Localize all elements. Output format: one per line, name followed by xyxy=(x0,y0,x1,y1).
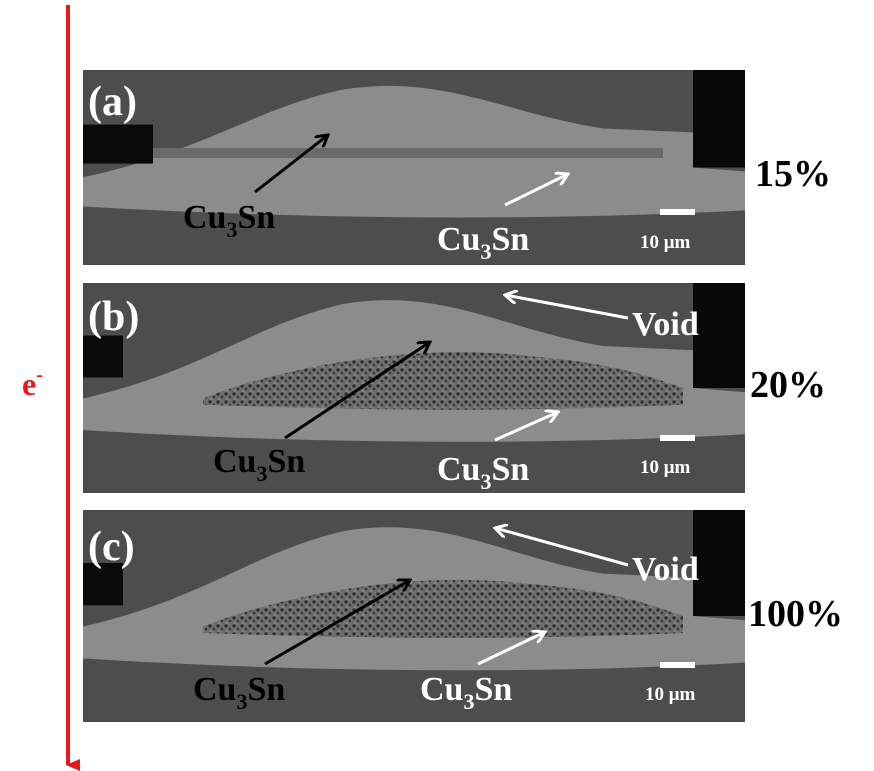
phase-base: Cu xyxy=(183,199,226,236)
void-label: Void xyxy=(632,551,699,588)
phase-rest: Sn xyxy=(491,221,529,258)
phase-sub: 3 xyxy=(256,461,267,486)
black-corner xyxy=(693,510,745,616)
void-label: Void xyxy=(632,306,699,343)
phase-base: Cu xyxy=(437,451,480,488)
phase-sub: 3 xyxy=(236,689,247,714)
phase-rest: Sn xyxy=(267,443,305,480)
phase-rest: Sn xyxy=(474,671,512,708)
electron-label: e- xyxy=(22,364,43,402)
black-corner xyxy=(693,70,745,168)
figure: e- (a)15%Cu3SnCu3Sn10 μm(b)20%Cu3SnCu3Sn… xyxy=(0,0,874,771)
scale-bar xyxy=(660,209,695,215)
phase-sub: 3 xyxy=(463,689,474,714)
scale-bar-label: 10 μm xyxy=(640,457,691,478)
scale-bar-label: 10 μm xyxy=(645,684,696,705)
grain-line xyxy=(143,148,663,158)
electron-sup: - xyxy=(36,364,43,386)
phase-base: Cu xyxy=(213,443,256,480)
scale-bar xyxy=(660,662,695,668)
panel-label: (c) xyxy=(88,524,135,570)
panel-label: (a) xyxy=(88,79,137,125)
scale-bar-label: 10 μm xyxy=(640,232,691,253)
electron-base: e xyxy=(22,366,36,402)
phase-sub: 3 xyxy=(226,217,237,242)
phase-rest: Sn xyxy=(247,671,285,708)
phase-base: Cu xyxy=(193,671,236,708)
current-density: 15% xyxy=(755,153,831,195)
phase-sub: 3 xyxy=(480,469,491,494)
phase-sub: 3 xyxy=(480,239,491,264)
phase-rest: Sn xyxy=(491,451,529,488)
phase-base: Cu xyxy=(437,221,480,258)
scale-bar xyxy=(660,435,695,441)
current-density: 20% xyxy=(750,364,826,406)
black-corner xyxy=(83,336,123,378)
panel-label: (b) xyxy=(88,294,139,340)
current-density: 100% xyxy=(748,593,843,635)
black-corner xyxy=(693,283,745,388)
phase-base: Cu xyxy=(420,671,463,708)
black-corner xyxy=(83,125,153,164)
phase-rest: Sn xyxy=(237,199,275,236)
